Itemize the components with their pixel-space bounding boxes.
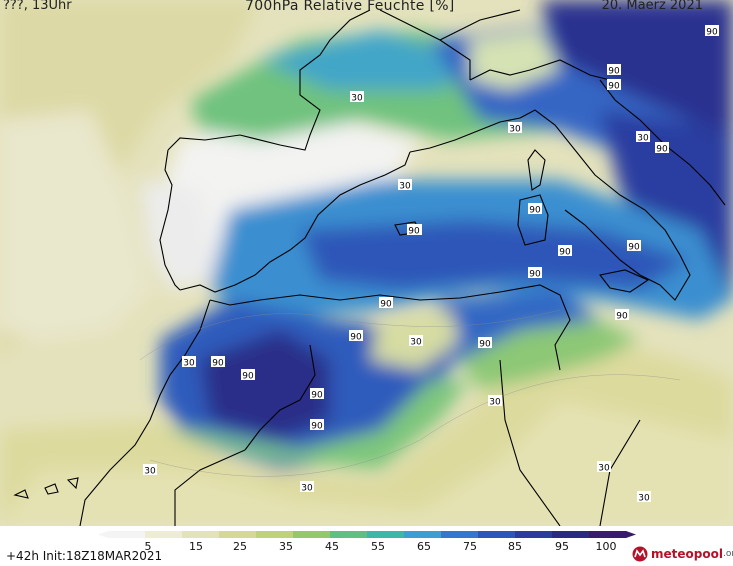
colorbar-tick-label: 15 xyxy=(189,540,203,553)
contour-label: 90 xyxy=(211,356,225,369)
colorbar: 5 15 25 35 45 55 65 75 85 95 100 xyxy=(98,531,636,553)
svg-text:90: 90 xyxy=(311,391,323,401)
humidity-field xyxy=(0,0,733,526)
colorbar-swatch xyxy=(293,531,331,538)
contour-label: 90 xyxy=(407,224,421,237)
colorbar-tick-label: 65 xyxy=(417,540,431,553)
svg-text:90: 90 xyxy=(311,422,323,432)
svg-text:90: 90 xyxy=(628,243,640,253)
colorbar-tick-label: 100 xyxy=(596,540,617,553)
contour-label: 90 xyxy=(615,309,629,322)
svg-text:30: 30 xyxy=(351,94,363,104)
contour-label: 30 xyxy=(143,464,157,477)
contour-label: 30 xyxy=(398,179,412,192)
colorbar-swatch xyxy=(478,531,516,538)
svg-text:30: 30 xyxy=(598,464,610,474)
colorbar-tick-label: 45 xyxy=(325,540,339,553)
contour-label: 90 xyxy=(379,297,393,310)
coastlines xyxy=(13,9,726,526)
contour-label: 90 xyxy=(310,419,324,432)
svg-text:30: 30 xyxy=(637,134,649,144)
svg-text:30: 30 xyxy=(410,338,422,348)
svg-text:30: 30 xyxy=(301,484,313,494)
svg-text:30: 30 xyxy=(509,125,521,135)
colorbar-swatch xyxy=(589,531,627,538)
contour-label: 90 xyxy=(655,142,669,155)
svg-text:30: 30 xyxy=(183,359,195,369)
colorbar-tick-label: 25 xyxy=(233,540,247,553)
colorbar-swatch xyxy=(145,531,183,538)
contour-label: 90 xyxy=(310,388,324,401)
svg-text:90: 90 xyxy=(529,206,541,216)
map-title: 700hPa Relative Feuchte [%] xyxy=(245,0,455,14)
svg-text:90: 90 xyxy=(529,270,541,280)
colorbar-tick-label: 5 xyxy=(145,540,152,553)
colorbar-tick-label: 85 xyxy=(508,540,522,553)
svg-text:90: 90 xyxy=(706,28,718,38)
meteopool-logo[interactable]: meteopool.org xyxy=(632,545,733,563)
contour-label: 90 xyxy=(241,369,255,382)
contour-label: 30 xyxy=(636,131,650,144)
contour-label: 30 xyxy=(597,461,611,474)
contour-labels: 3030303030303030303030309090909090909090… xyxy=(143,25,719,504)
forecast-date: 20. Maerz 2021 xyxy=(601,0,703,13)
logo-icon xyxy=(632,546,648,562)
contour-label: 30 xyxy=(508,122,522,135)
contour-label: 30 xyxy=(300,481,314,494)
svg-text:90: 90 xyxy=(608,67,620,77)
colorbar-arrow xyxy=(626,531,636,538)
svg-text:30: 30 xyxy=(638,494,650,504)
logo-tld: .org xyxy=(722,549,733,559)
colorbar-swatch xyxy=(256,531,294,538)
colorbar-tick-label: 35 xyxy=(279,540,293,553)
colorbar-swatch xyxy=(367,531,405,538)
humidity-map: 3030303030303030303030309090909090909090… xyxy=(0,0,733,526)
contour-label: 90 xyxy=(627,240,641,253)
contour-label: 90 xyxy=(478,337,492,350)
svg-text:30: 30 xyxy=(399,182,411,192)
logo-text: meteopool xyxy=(651,547,723,561)
contour-label: 90 xyxy=(349,330,363,343)
svg-text:90: 90 xyxy=(479,340,491,350)
colorbar-swatch xyxy=(441,531,479,538)
contour-label: 30 xyxy=(637,491,651,504)
colorbar-swatches xyxy=(98,531,636,538)
valid-time-label: ???, 13Uhr xyxy=(3,0,72,13)
svg-text:90: 90 xyxy=(559,248,571,258)
contour-label: 30 xyxy=(182,356,196,369)
svg-text:90: 90 xyxy=(616,312,628,322)
contour-label: 30 xyxy=(409,335,423,348)
svg-text:90: 90 xyxy=(656,145,668,155)
contour-label: 90 xyxy=(528,267,542,280)
svg-text:90: 90 xyxy=(242,372,254,382)
contour-label: 90 xyxy=(558,245,572,258)
contour-label: 90 xyxy=(607,79,621,92)
contour-label: 90 xyxy=(705,25,719,38)
model-run-info: +42h Init:18Z18MAR2021 xyxy=(6,549,163,563)
colorbar-swatch xyxy=(404,531,442,538)
svg-text:30: 30 xyxy=(489,398,501,408)
colorbar-swatch xyxy=(108,531,146,538)
svg-text:90: 90 xyxy=(212,359,224,369)
colorbar-swatch xyxy=(182,531,220,538)
svg-text:30: 30 xyxy=(144,467,156,477)
colorbar-swatch xyxy=(552,531,590,538)
contour-label: 90 xyxy=(607,64,621,77)
colorbar-tick-label: 75 xyxy=(463,540,477,553)
colorbar-swatch xyxy=(330,531,368,538)
colorbar-arrow xyxy=(98,531,108,538)
colorbar-tick-label: 55 xyxy=(371,540,385,553)
contour-label: 90 xyxy=(528,203,542,216)
contour-label: 30 xyxy=(488,395,502,408)
contour-label: 30 xyxy=(350,91,364,104)
colorbar-tick-label: 95 xyxy=(555,540,569,553)
colorbar-swatch xyxy=(515,531,553,538)
svg-text:90: 90 xyxy=(608,82,620,92)
svg-text:90: 90 xyxy=(408,227,420,237)
colorbar-swatch xyxy=(219,531,257,538)
colorbar-tick-labels: 5 15 25 35 45 55 65 75 85 95 100 xyxy=(145,540,617,553)
svg-text:90: 90 xyxy=(350,333,362,343)
svg-text:90: 90 xyxy=(380,300,392,310)
